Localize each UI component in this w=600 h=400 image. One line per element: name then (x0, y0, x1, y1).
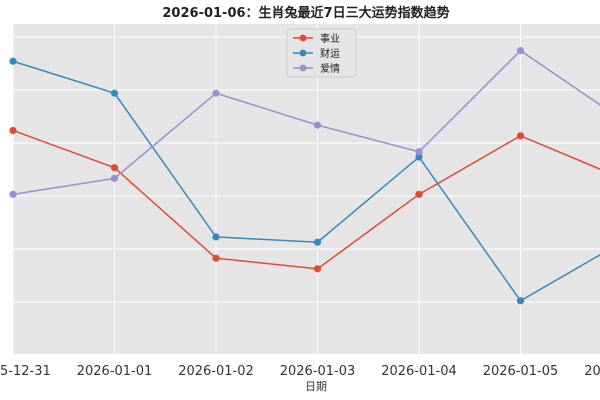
data-point (9, 57, 17, 65)
data-point (516, 132, 525, 140)
x-tick-label: 2025-12-31 (0, 364, 51, 379)
x-axis-ticks: 2025-12-31 2026-01-01 2026-01-02 2026-01-03… (0, 364, 600, 379)
x-tick-label: 2026-01-06 (584, 364, 600, 379)
chart-title: 2026-01-06：生肖兔最近7日三大运势指数趋势 (162, 5, 449, 21)
legend-label: 事业 (320, 32, 340, 45)
data-point (313, 265, 322, 273)
data-point (9, 190, 17, 198)
legend-marker (299, 49, 307, 57)
data-point (110, 164, 119, 172)
x-tick-label: 2026-01-02 (178, 364, 254, 379)
data-point (415, 148, 423, 156)
x-axis-label: 日期 (305, 380, 327, 393)
data-point (9, 126, 17, 135)
legend-marker (299, 34, 307, 42)
data-point (313, 238, 322, 246)
data-point (110, 174, 119, 182)
data-point (313, 121, 322, 129)
x-tick-label: 2026-01-05 (483, 364, 559, 379)
legend-label: 爱情 (320, 62, 340, 75)
grid (12, 24, 600, 354)
x-tick-label: 2026-01-03 (280, 364, 356, 379)
plot-area (13, 24, 600, 354)
legend-marker (299, 64, 307, 72)
legend-label: 财运 (320, 47, 340, 60)
data-point (212, 89, 220, 97)
series-layer (9, 47, 600, 305)
data-point (415, 190, 423, 198)
data-point (516, 297, 525, 305)
data-point (415, 153, 423, 161)
x-tick-label: 2026-01-04 (381, 364, 457, 379)
data-point (110, 89, 119, 97)
data-point (212, 233, 220, 241)
x-tick-label: 2026-01-01 (77, 364, 153, 379)
data-point (212, 254, 220, 262)
data-point (516, 47, 525, 55)
